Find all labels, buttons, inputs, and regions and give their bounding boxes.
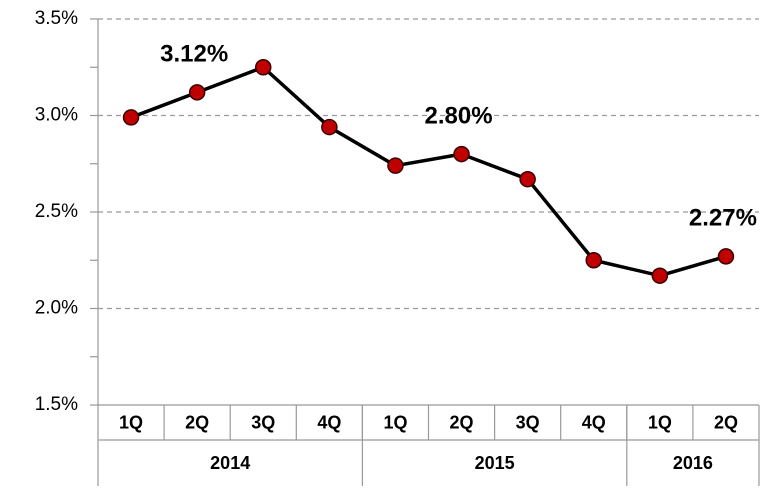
marker	[387, 157, 404, 174]
data-label: 3.12%	[160, 41, 228, 68]
y-tick-label: 3.0%	[35, 105, 78, 126]
x-tick-label: 4Q	[582, 412, 606, 432]
x-tick-label: 2Q	[185, 412, 209, 432]
marker	[453, 145, 470, 163]
x-tick-label: 3Q	[516, 412, 540, 432]
x-tick-label: 1Q	[648, 412, 672, 432]
x-tick-label: 1Q	[383, 412, 407, 432]
y-tick-label: 2.0%	[35, 298, 78, 319]
marker	[321, 118, 338, 136]
marker	[717, 248, 735, 265]
x-tick-label: 2Q	[714, 412, 738, 432]
marker	[255, 59, 272, 76]
line	[130, 65, 727, 278]
marker	[188, 84, 206, 101]
data-label: 2.80%	[425, 102, 493, 129]
y-tick-label: 1.5%	[35, 394, 78, 415]
data-label: 2.27%	[689, 205, 757, 232]
x-tick-label: 2Q	[450, 412, 474, 432]
group-label: 2014	[210, 453, 250, 473]
y-tick-label: 3.5%	[35, 8, 78, 29]
x-tick-label: 1Q	[119, 412, 143, 432]
marker	[585, 252, 602, 269]
marker	[651, 267, 669, 284]
x-tick-label: 4Q	[317, 412, 341, 432]
marker	[122, 109, 140, 126]
x-tick-label: 3Q	[251, 412, 275, 432]
group-label: 2015	[475, 453, 515, 473]
y-tick-label: 2.5%	[35, 201, 78, 222]
marker	[519, 170, 536, 188]
group-label: 2016	[673, 453, 713, 473]
